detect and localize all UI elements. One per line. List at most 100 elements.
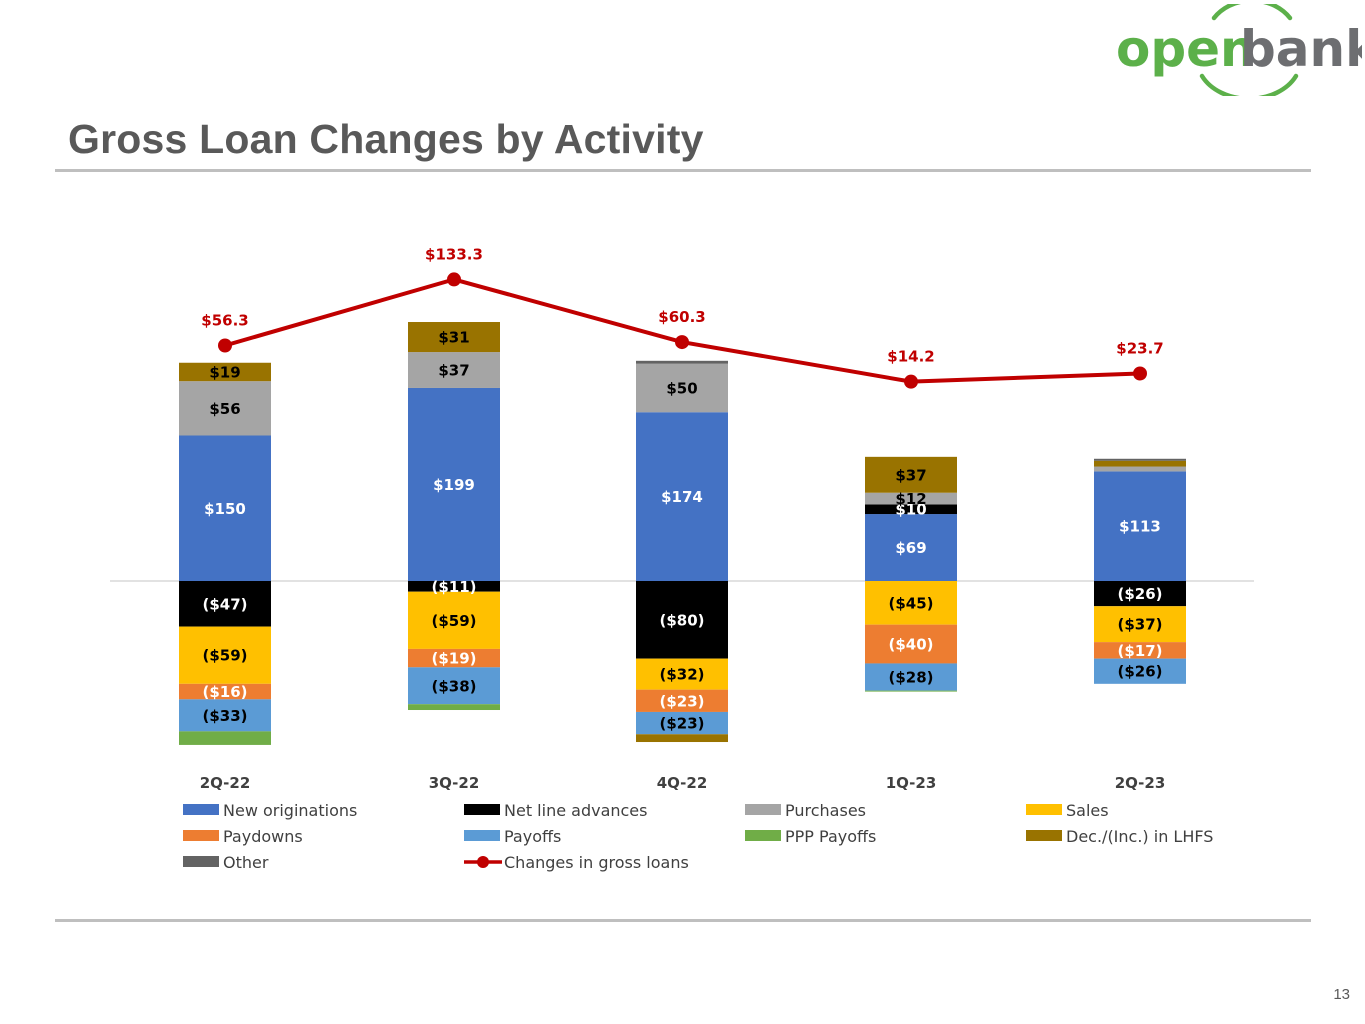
- legend-swatch-other: [183, 856, 219, 867]
- legend-label-payoffs: Payoffs: [504, 827, 561, 846]
- logo-arc-top: [1211, 4, 1293, 21]
- bar-net-line-advances-2q-22: [179, 581, 271, 627]
- bar-paydowns-4q-22: [636, 689, 728, 712]
- x-tick-label: 3Q-22: [429, 774, 480, 792]
- line-point-2q-23: [1133, 366, 1147, 381]
- bar-paydowns-1q-23: [865, 624, 957, 664]
- line-data-label-2q-22: $56.3: [201, 312, 248, 330]
- bar-new-originations-1q-23: [865, 514, 957, 581]
- line-data-label-2q-23: $23.7: [1116, 339, 1163, 357]
- legend-swatch-paydowns: [183, 830, 219, 841]
- logo-text-open: open: [1116, 20, 1256, 78]
- legend-swatch-new-originations: [183, 804, 219, 815]
- data-label-sales-2q-23: ($37): [1117, 616, 1162, 634]
- data-label-net-line-advances-4q-22: ($80): [659, 611, 704, 629]
- bar-purchases-3q-22: [408, 352, 500, 388]
- x-tick-label: 4Q-22: [657, 774, 708, 792]
- data-label-new-originations-1q-23: $69: [895, 539, 926, 557]
- legend-swatch-net-line-advances: [464, 804, 500, 815]
- data-label-payoffs-4q-22: ($23): [659, 715, 704, 733]
- bar-net-line-advances-1q-23: [865, 504, 957, 515]
- data-label-purchases-3q-22: $37: [438, 362, 469, 380]
- line-point-4q-22: [675, 335, 689, 350]
- legend-swatch-sales: [1026, 804, 1062, 815]
- legend-label-paydowns: Paydowns: [223, 827, 303, 846]
- data-label-dec-inc-in-lhfs-3q-22: $31: [438, 329, 469, 347]
- bar-purchases-1q-23: [865, 492, 957, 505]
- data-label-payoffs-3q-22: ($38): [431, 677, 476, 695]
- gross-loan-chart: 2Q-22 3Q-22 4Q-22 1Q-23 2Q-23 $150 ($47) $56 ($5…: [110, 245, 1254, 872]
- legend-label-purchases: Purchases: [785, 801, 866, 820]
- x-tick-label: 1Q-23: [886, 774, 937, 792]
- bar-sales-3q-22: [408, 591, 500, 649]
- bar-payoffs-2q-22: [179, 699, 271, 732]
- bar-dec-inc-in-lhfs-2q-22: [179, 362, 271, 382]
- data-label-sales-2q-22: ($59): [202, 647, 247, 665]
- bar-paydowns-3q-22: [408, 648, 500, 668]
- line-data-label-4q-22: $60.3: [658, 308, 705, 326]
- data-label-sales-3q-22: ($59): [431, 612, 476, 630]
- data-label-new-originations-4q-22: $174: [661, 488, 703, 506]
- data-label-purchases-2q-22: $56: [209, 400, 240, 418]
- bar-net-line-advances-4q-22: [636, 581, 728, 659]
- footer-divider: [55, 919, 1311, 922]
- page-number: 13: [1333, 986, 1350, 1003]
- bar-dec-inc-in-lhfs-3q-22: [408, 322, 500, 353]
- x-tick-label: 2Q-22: [200, 774, 251, 792]
- bar-paydowns-2q-23: [1094, 642, 1186, 659]
- data-label-net-line-advances-1q-23: $10: [895, 501, 926, 519]
- logo-arc-bottom: [1199, 73, 1299, 96]
- legend-label-dec-inc-in-lhfs: Dec./(Inc.) in LHFS: [1066, 827, 1213, 846]
- bar-net-line-advances-3q-22: [408, 581, 500, 592]
- data-label-new-originations-3q-22: $199: [433, 476, 475, 494]
- bar-sales-4q-22: [636, 658, 728, 690]
- bar-ppp-payoffs-3q-22: [408, 704, 500, 711]
- data-label-new-originations-2q-22: $150: [204, 500, 246, 518]
- bar-other-2q-23: [1094, 458, 1186, 461]
- legend-swatch-dec-inc-in-lhfs: [1026, 830, 1062, 841]
- bar-payoffs-2q-23: [1094, 658, 1186, 684]
- legend-label-net-line-advances: Net line advances: [504, 801, 647, 820]
- data-label-net-line-advances-2q-22: ($47): [202, 595, 247, 613]
- data-label-payoffs-2q-23: ($26): [1117, 663, 1162, 681]
- bar-paydowns-2q-22: [179, 683, 271, 700]
- legend-swatch-purchases: [745, 804, 781, 815]
- data-label-payoffs-2q-22: ($33): [202, 707, 247, 725]
- bar-dec-inc-in-lhfs-1q-23: [865, 456, 957, 493]
- bar-other-4q-22: [636, 360, 728, 364]
- bar-ppp-payoffs-1q-23: [865, 690, 957, 692]
- legend-label-other: Other: [223, 853, 269, 872]
- line-point-1q-23: [904, 374, 918, 389]
- data-label-paydowns-2q-23: ($17): [1117, 642, 1162, 660]
- data-label-paydowns-2q-22: ($16): [202, 683, 247, 701]
- legend-swatch-payoffs: [464, 830, 500, 841]
- bar-dec-inc-in-lhfs-2q-23: [1094, 460, 1186, 467]
- bar-payoffs-3q-22: [408, 667, 500, 705]
- bar-new-originations-3q-22: [408, 387, 500, 581]
- bar-purchases-2q-23: [1094, 466, 1186, 472]
- bar-payoffs-1q-23: [865, 663, 957, 691]
- data-label-payoffs-1q-23: ($28): [888, 669, 933, 687]
- bar-payoffs-4q-22: [636, 711, 728, 735]
- data-label-paydowns-3q-22: ($19): [431, 650, 476, 668]
- legend-swatch-ppp-payoffs: [745, 830, 781, 841]
- data-label-purchases-4q-22: $50: [666, 379, 697, 397]
- legend-label-ppp-payoffs: PPP Payoffs: [785, 827, 876, 846]
- legend-swatch-marker: [477, 856, 489, 868]
- openbank-logo: open bank: [1116, 4, 1362, 96]
- line-point-2q-22: [218, 338, 232, 353]
- bar-new-originations-2q-23: [1094, 471, 1186, 581]
- legend-label-changes-in-gross-loans: Changes in gross loans: [504, 853, 689, 872]
- line-data-label-3q-22: $133.3: [425, 245, 483, 263]
- bar-sales-1q-23: [865, 581, 957, 625]
- bar-new-originations-2q-22: [179, 435, 271, 581]
- bar-dec-inc-in-lhfs-4q-22: [636, 734, 728, 743]
- bar-ppp-payoffs-2q-22: [179, 731, 271, 745]
- line-point-3q-22: [447, 272, 461, 287]
- data-label-sales-4q-22: ($32): [659, 666, 704, 684]
- legend-label-sales: Sales: [1066, 801, 1109, 820]
- bar-new-originations-4q-22: [636, 412, 728, 581]
- page-title: Gross Loan Changes by Activity: [68, 116, 704, 162]
- data-label-new-originations-2q-23: $113: [1119, 518, 1161, 536]
- x-tick-label: 2Q-23: [1115, 774, 1166, 792]
